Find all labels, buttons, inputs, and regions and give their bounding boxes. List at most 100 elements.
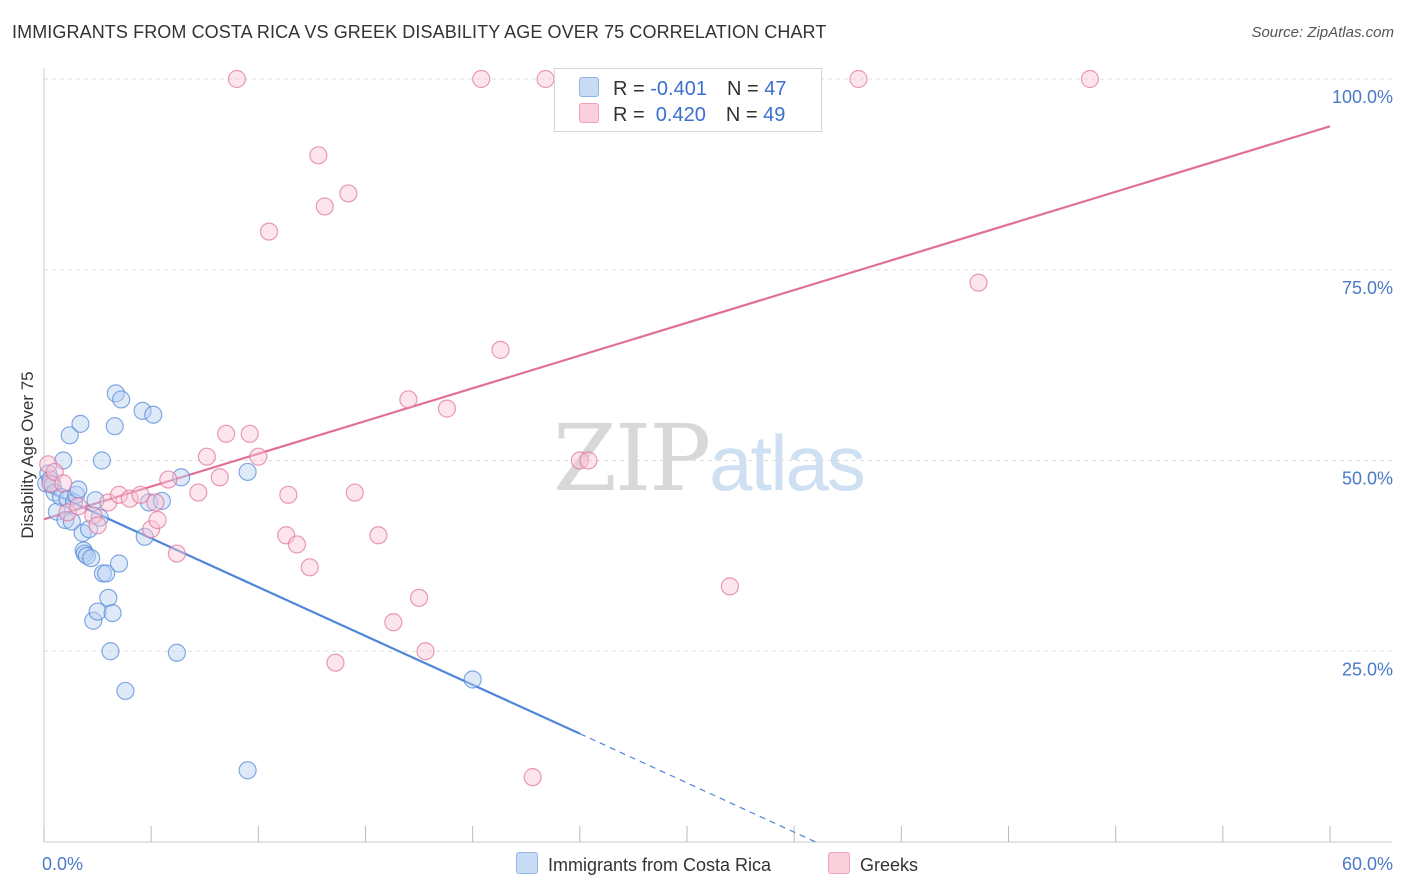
greeks-point xyxy=(142,520,161,539)
greeks-point xyxy=(409,588,429,607)
greeks-point xyxy=(69,497,88,516)
greeks-point xyxy=(309,146,328,165)
y-tick-label: 50.0% xyxy=(1342,469,1393,489)
greeks-point xyxy=(339,184,358,203)
greeks-point xyxy=(41,474,60,493)
series-swatch-costa-rica xyxy=(516,852,538,874)
greeks-point xyxy=(287,535,307,554)
costa-rica-point xyxy=(105,417,124,436)
watermark-atlas: atlas xyxy=(709,419,866,507)
greeks-point xyxy=(536,69,555,89)
greeks-point xyxy=(1080,69,1100,89)
greeks-point xyxy=(249,447,268,466)
costa-rica-point xyxy=(60,426,79,445)
legend-swatch-greeks xyxy=(579,103,599,123)
tick-label-layer: 25.0% 50.0% 75.0% 100.0% 0.0% 60.0% xyxy=(42,87,1393,874)
legend-n-label: N = xyxy=(726,78,765,100)
costa-rica-point xyxy=(238,462,257,482)
greeks-point xyxy=(279,485,298,504)
greeks-point xyxy=(217,424,236,443)
costa-rica-point xyxy=(71,414,90,433)
source-credit: Source: ZipAtlas.com xyxy=(1251,24,1394,41)
series-legend-costa-rica[interactable]: Immigrants from Costa Rica xyxy=(516,852,771,876)
greeks-point xyxy=(720,577,739,596)
legend-row-greeks: R = 0.420 N = 49 xyxy=(579,103,785,127)
greeks-point xyxy=(88,516,107,535)
costa-rica-point xyxy=(167,643,186,662)
watermark-zip: ZIP xyxy=(553,405,711,512)
greeks-point xyxy=(416,642,435,661)
greeks-point xyxy=(523,768,542,787)
costa-rica-point xyxy=(463,670,482,689)
y-tick-label: 25.0% xyxy=(1342,659,1393,679)
costa-rica-point xyxy=(103,603,122,623)
costa-rica-point xyxy=(144,405,163,424)
greeks-point xyxy=(148,510,167,530)
greeks-point xyxy=(54,474,73,493)
y-tick-label: 100.0% xyxy=(1332,87,1393,107)
costa-rica-point xyxy=(152,491,171,511)
costa-rica-point xyxy=(62,512,81,531)
greeks-point xyxy=(969,273,988,292)
legend-r-label: R = xyxy=(613,104,651,126)
legend-r-value: -0.401 xyxy=(650,78,707,100)
legend-r-label: R = xyxy=(613,78,651,100)
x-tick-label: 60.0% xyxy=(1342,854,1393,874)
greeks-point xyxy=(84,506,103,525)
greeks-point xyxy=(197,447,216,466)
legend-n-value: 49 xyxy=(763,104,786,126)
greeks-point xyxy=(167,544,186,563)
costa-rica-point xyxy=(88,602,107,621)
series-label-costa-rica: Immigrants from Costa Rica xyxy=(548,855,772,875)
greeks-point xyxy=(437,399,457,418)
greeks-point xyxy=(120,489,139,508)
greeks-point xyxy=(210,468,229,487)
greeks-point xyxy=(109,485,129,504)
axis-layer xyxy=(43,68,1392,843)
costa-rica-point xyxy=(101,642,120,661)
costa-rica-point xyxy=(135,527,154,546)
greeks-point xyxy=(579,451,598,470)
legend-swatch-costa-rica xyxy=(579,77,599,97)
zipatlas-watermark: ZIPatlas xyxy=(553,405,866,512)
costa-rica-point xyxy=(92,451,111,470)
greeks-point xyxy=(58,503,77,522)
greeks-point xyxy=(300,558,319,577)
series-label-greeks: Greeks xyxy=(860,855,919,875)
legend-row-costa-rica: R = -0.401 N = 47 xyxy=(579,77,786,101)
series-legend: Immigrants from Costa Rica Greeks xyxy=(0,852,1406,878)
series-legend-greeks[interactable]: Greeks xyxy=(828,852,918,876)
trend-layer xyxy=(43,125,1331,843)
costa-rica-trend-extension xyxy=(579,733,816,843)
costa-rica-point xyxy=(116,681,135,701)
costa-rica-point xyxy=(109,554,129,573)
grid-layer xyxy=(44,78,1392,652)
costa-rica-point xyxy=(112,390,131,409)
greeks-point xyxy=(259,222,279,241)
greeks-point xyxy=(146,493,165,512)
greeks-point xyxy=(849,69,868,89)
greeks-point xyxy=(131,485,150,504)
greeks-point xyxy=(227,69,246,89)
legend-n-value: 47 xyxy=(764,78,787,100)
greeks-point xyxy=(369,526,388,545)
greeks-point xyxy=(472,69,491,89)
legend-r-value: 0.420 xyxy=(650,104,706,126)
greeks-point xyxy=(491,340,510,359)
series-swatch-greeks xyxy=(828,852,850,874)
greeks-point xyxy=(240,424,259,443)
y-tick-label: 75.0% xyxy=(1342,278,1393,298)
chart-title: IMMIGRANTS FROM COSTA RICA VS GREEK DISA… xyxy=(12,22,827,42)
legend-n-label: N = xyxy=(725,104,764,126)
greeks-point xyxy=(39,455,58,474)
x-tick-label: 0.0% xyxy=(42,854,83,874)
costa-rica-trend-line xyxy=(43,488,581,735)
greeks-point xyxy=(315,197,334,216)
greeks-point xyxy=(384,613,403,632)
point-layer xyxy=(37,69,1100,787)
costa-rica-point xyxy=(99,588,118,607)
costa-rica-point xyxy=(82,549,101,568)
greeks-point xyxy=(189,483,208,502)
greeks-point xyxy=(326,653,345,672)
